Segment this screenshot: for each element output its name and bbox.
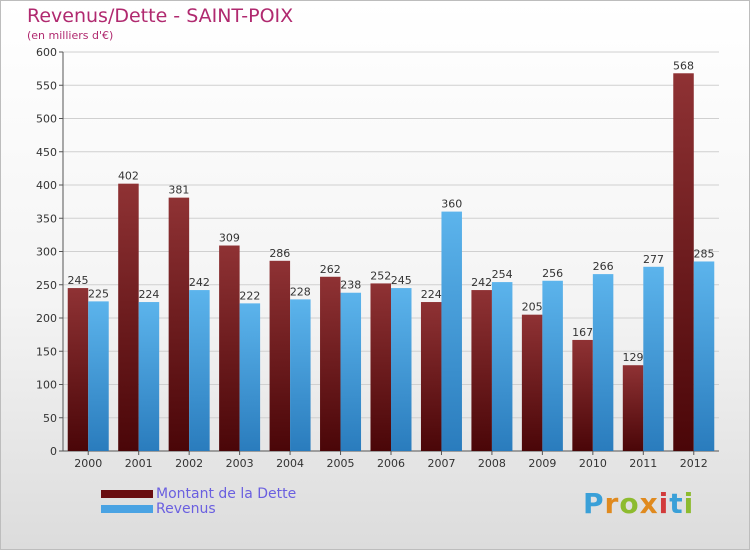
revenue-bar	[189, 290, 210, 451]
debt-value-label: 286	[269, 247, 290, 260]
revenue-bar	[391, 288, 412, 451]
debt-bar	[118, 183, 139, 452]
legend-swatch-revenue	[101, 505, 153, 513]
revenue-bar	[643, 266, 664, 451]
debt-bar	[572, 339, 593, 451]
chart-title: Revenus/Dette - SAINT-POIX	[27, 5, 294, 27]
revenue-value-label: 360	[441, 198, 462, 211]
x-tick-label: 2011	[629, 457, 657, 470]
axes: 0 50 100 150 200 250 300 350 400 450 500 550 600 2000…	[36, 46, 719, 470]
debt-bar	[521, 314, 543, 451]
revenue-bar	[290, 299, 311, 451]
x-tick-label: 2004	[276, 457, 304, 470]
proxiti-logo: Proxiti	[583, 487, 695, 520]
y-tick-label: 600	[36, 46, 57, 59]
revenue-bar	[693, 261, 715, 451]
y-tick-label: 250	[36, 279, 57, 292]
debt-value-label: 568	[673, 59, 694, 72]
debt-value-label: 242	[471, 276, 492, 289]
debt-bar	[622, 365, 644, 451]
x-tick-label: 2010	[579, 457, 607, 470]
x-tick-label: 2009	[528, 457, 556, 470]
x-tick-label: 2000	[74, 457, 102, 470]
revenue-bar	[441, 211, 462, 451]
debt-value-label: 224	[421, 288, 442, 301]
x-tick-label: 2006	[377, 457, 405, 470]
revenue-value-label: 266	[593, 260, 614, 273]
revenue-value-label: 277	[643, 253, 664, 266]
debt-value-label: 245	[67, 274, 88, 287]
debt-value-label: 167	[572, 326, 593, 339]
debt-bar	[219, 245, 240, 451]
revenue-bar	[592, 274, 614, 451]
debt-bar	[168, 197, 190, 451]
revenue-value-label: 238	[340, 279, 361, 292]
revenue-value-label: 225	[88, 287, 109, 300]
debt-bar	[67, 288, 89, 451]
bars	[67, 73, 715, 452]
x-tick-label: 2001	[125, 457, 153, 470]
debt-value-label: 381	[168, 184, 189, 197]
legend-label-debt: Montant de la Dette	[156, 486, 297, 502]
debt-value-label: 309	[219, 232, 240, 245]
debt-value-label: 402	[118, 170, 139, 183]
debt-bar	[320, 276, 341, 451]
x-tick-label: 2003	[226, 457, 254, 470]
y-tick-label: 200	[36, 312, 57, 325]
x-tick-label: 2012	[680, 457, 708, 470]
x-tick-label: 2008	[478, 457, 506, 470]
revenue-value-label: 222	[239, 289, 260, 302]
y-tick-label: 150	[36, 345, 57, 358]
debt-value-label: 252	[370, 269, 391, 282]
y-tick-label: 500	[36, 113, 57, 126]
x-tick-label: 2005	[327, 457, 355, 470]
debt-bar	[370, 283, 391, 451]
debt-value-label: 262	[320, 263, 341, 276]
y-tick-label: 0	[50, 445, 57, 458]
y-tick-label: 50	[43, 412, 57, 425]
y-tick-label: 300	[36, 246, 57, 259]
y-tick-label: 550	[36, 79, 57, 92]
debt-value-label: 205	[522, 301, 543, 314]
revenue-value-label: 228	[290, 285, 311, 298]
revenue-bar	[542, 280, 563, 451]
x-tick-label: 2007	[427, 457, 455, 470]
revenue-bar	[88, 301, 109, 451]
debt-bar	[269, 260, 291, 451]
revenue-bar	[138, 302, 160, 451]
revenue-value-label: 256	[542, 267, 563, 280]
legend-swatch-debt	[101, 490, 153, 498]
x-tick-label: 2002	[175, 457, 203, 470]
debt-bar	[673, 73, 694, 451]
revenue-bar	[491, 282, 513, 451]
y-tick-label: 450	[36, 146, 57, 159]
y-tick-label: 350	[36, 212, 57, 225]
revenue-value-label: 224	[138, 288, 159, 301]
debt-bar	[471, 290, 492, 451]
debt-value-label: 129	[623, 351, 644, 364]
revenue-bar	[340, 292, 362, 451]
y-tick-label: 400	[36, 179, 57, 192]
chart-subtitle: (en milliers d'€)	[27, 29, 114, 42]
revenue-value-label: 254	[492, 268, 513, 281]
revenue-value-label: 242	[189, 276, 210, 289]
revenue-value-label: 285	[694, 247, 715, 260]
revenue-bar	[239, 303, 261, 451]
debt-bar	[420, 302, 442, 451]
y-tick-label: 100	[36, 379, 57, 392]
legend-label-revenue: Revenus	[156, 501, 216, 517]
revenue-value-label: 245	[391, 274, 412, 287]
